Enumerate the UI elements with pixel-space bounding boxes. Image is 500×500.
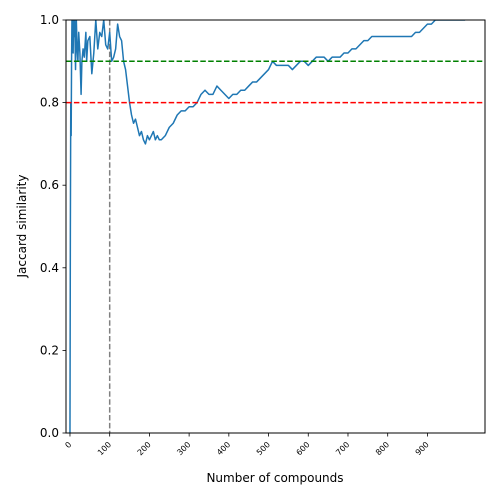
y-tick-label: 0.2 bbox=[40, 343, 59, 357]
plot-content bbox=[66, 20, 485, 433]
x-tick-label: 200 bbox=[136, 440, 153, 457]
y-axis-ticks: 0.0 0.2 0.4 0.6 0.8 1.0 bbox=[40, 13, 66, 440]
x-axis-ticks: 0 100 200 300 400 500 600 700 800 900 bbox=[63, 433, 431, 457]
axes-frame bbox=[65, 19, 486, 434]
plot-area bbox=[66, 20, 485, 433]
x-tick-label: 100 bbox=[96, 440, 113, 457]
y-tick-label: 0.0 bbox=[40, 426, 59, 440]
y-tick-label: 0.8 bbox=[40, 96, 59, 110]
x-tick-label: 700 bbox=[334, 440, 351, 457]
x-tick-label: 600 bbox=[295, 440, 312, 457]
series-line bbox=[69, 20, 466, 433]
x-tick-label: 400 bbox=[215, 440, 232, 457]
x-axis-label: Number of compounds bbox=[206, 471, 343, 485]
x-tick-label: 800 bbox=[374, 440, 391, 457]
y-tick-label: 1.0 bbox=[40, 13, 59, 27]
x-tick-label: 500 bbox=[255, 440, 272, 457]
y-axis-label: Jaccard similarity bbox=[15, 175, 29, 279]
x-tick-label: 300 bbox=[175, 440, 192, 457]
y-tick-label: 0.6 bbox=[40, 178, 59, 192]
y-tick-label: 0.4 bbox=[40, 261, 59, 275]
x-tick-label: 900 bbox=[414, 440, 431, 457]
x-tick-label: 0 bbox=[63, 440, 73, 450]
